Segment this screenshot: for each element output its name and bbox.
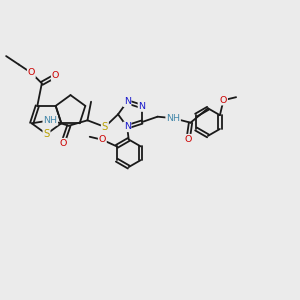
Text: O: O	[220, 96, 227, 105]
Text: O: O	[99, 135, 106, 144]
Text: O: O	[184, 135, 192, 144]
Text: N: N	[124, 122, 131, 131]
Text: O: O	[52, 71, 59, 80]
Text: O: O	[28, 68, 35, 77]
Text: S: S	[102, 122, 108, 132]
Text: NH: NH	[166, 114, 180, 123]
Text: O: O	[59, 139, 67, 148]
Text: S: S	[43, 129, 50, 139]
Text: N: N	[138, 102, 146, 111]
Text: N: N	[124, 97, 131, 106]
Text: NH: NH	[43, 116, 57, 125]
